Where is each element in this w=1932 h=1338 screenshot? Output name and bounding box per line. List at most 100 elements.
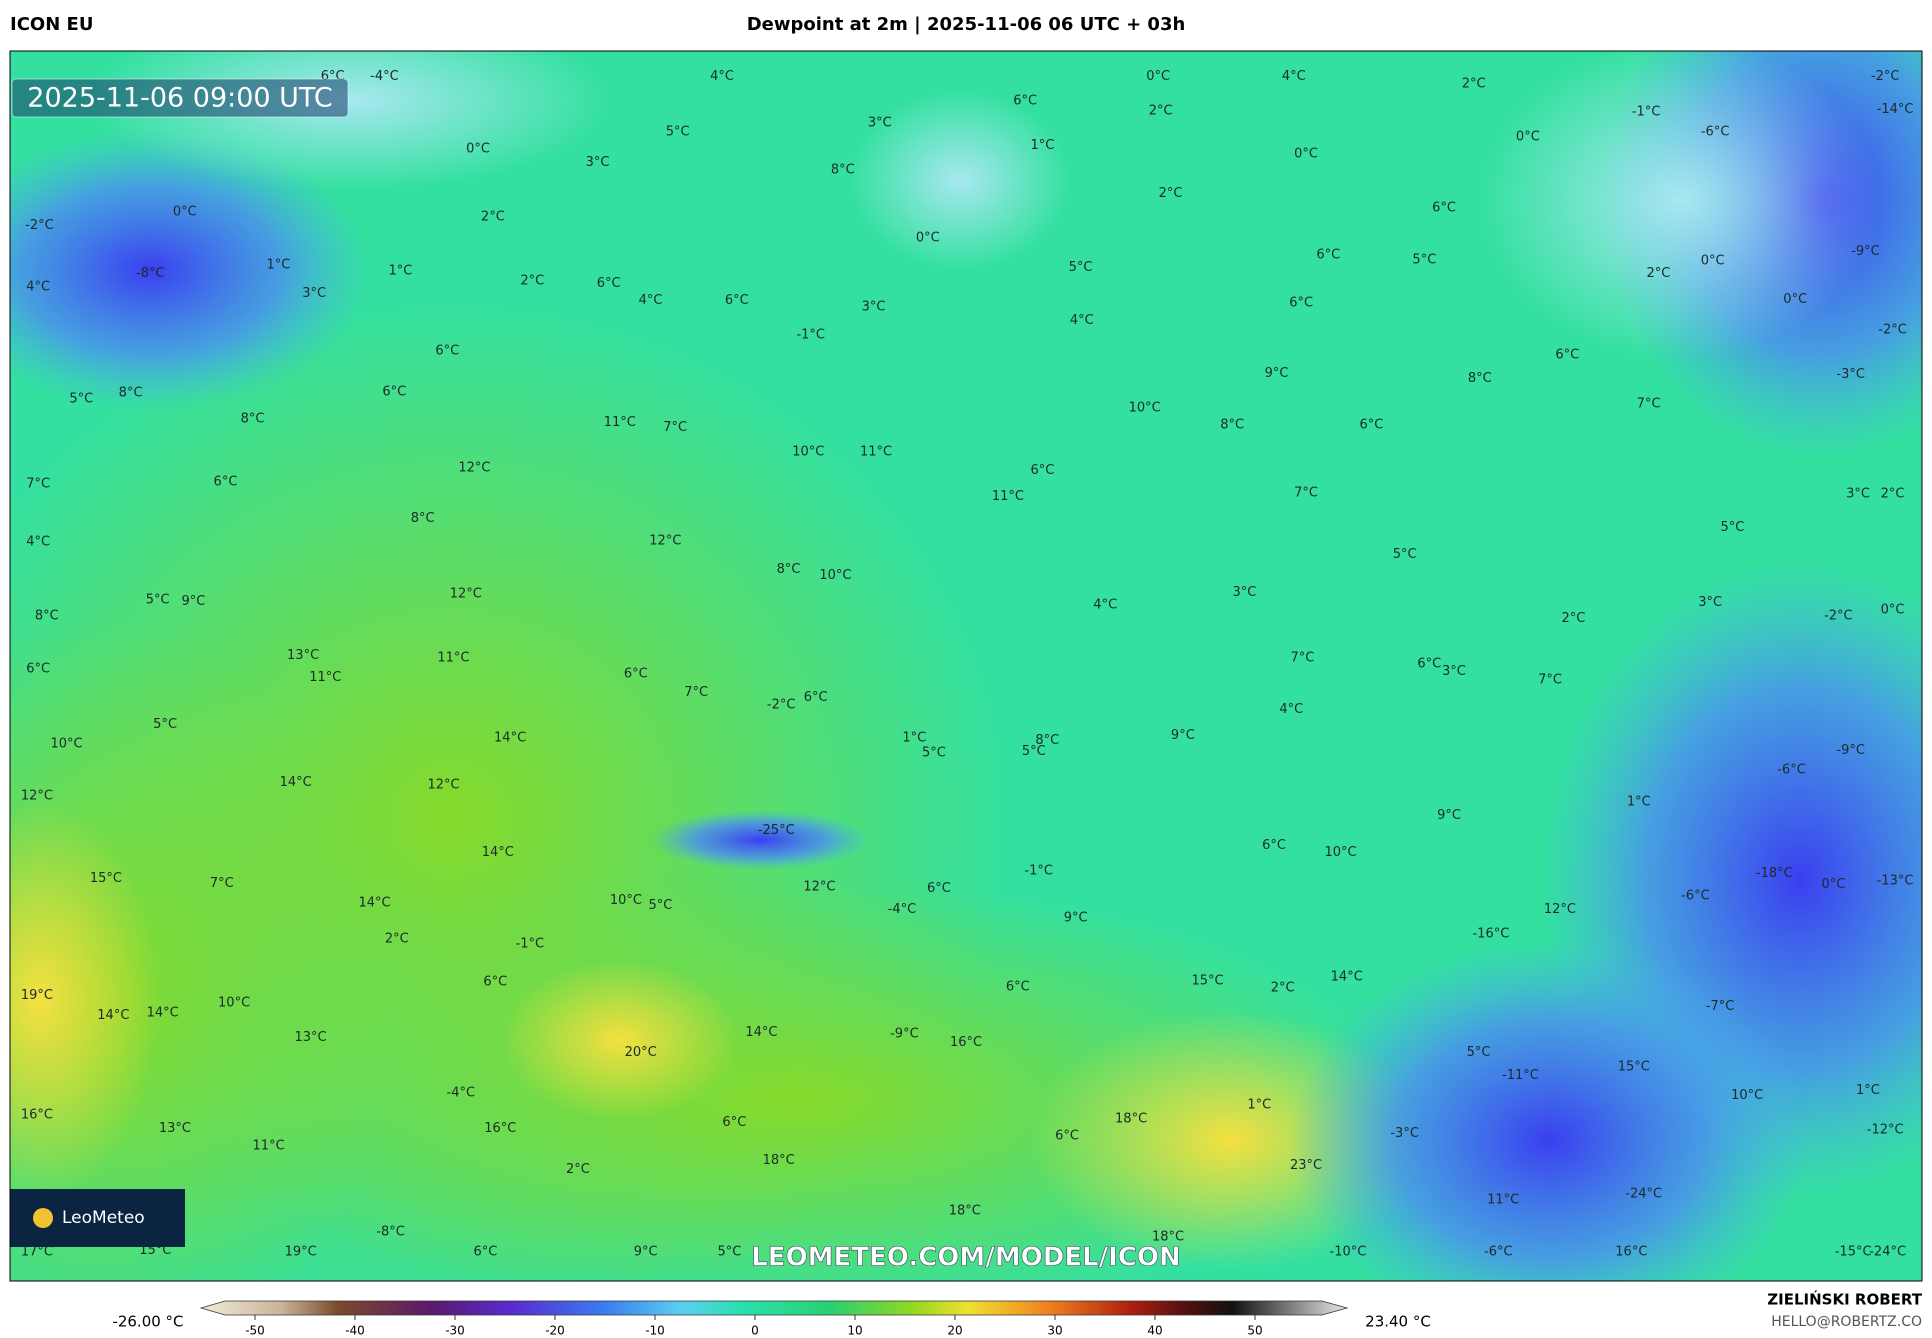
temperature-label: 6°C — [722, 1115, 746, 1130]
temperature-label: 5°C — [717, 1244, 741, 1259]
temperature-label: 4°C — [1093, 597, 1117, 612]
temperature-label: -8°C — [376, 1225, 405, 1240]
colorbar-min: -26.00 °C — [112, 1313, 183, 1331]
temperature-label: 5°C — [69, 392, 93, 407]
temperature-label: 7°C — [663, 420, 687, 435]
temperature-label: 6°C — [927, 881, 951, 896]
temperature-label: 1°C — [902, 731, 926, 746]
temperature-label: 7°C — [210, 876, 234, 891]
temperature-label: 11°C — [860, 445, 892, 460]
temperature-label: 10°C — [1129, 400, 1161, 415]
temperature-label: 14°C — [745, 1025, 777, 1040]
temperature-label: 5°C — [153, 717, 177, 732]
timestamp: 2025-11-06 09:00 UTC — [27, 83, 332, 114]
temperature-label: -13°C — [1877, 873, 1914, 888]
temperature-label: 6°C — [474, 1244, 498, 1259]
temperature-label: -10°C — [1330, 1244, 1367, 1259]
temperature-label: -4°C — [370, 69, 399, 84]
temperature-label: 6°C — [1262, 838, 1286, 853]
temperature-label: 5°C — [666, 124, 690, 139]
temperature-label: -4°C — [888, 902, 917, 917]
temperature-label: 12°C — [21, 788, 53, 803]
temperature-label: 8°C — [411, 511, 435, 526]
warm-area — [500, 960, 740, 1120]
temperature-label: 4°C — [26, 280, 50, 295]
temperature-label: 5°C — [1022, 744, 1046, 759]
temperature-label: 2°C — [1881, 487, 1905, 502]
temperature-label: 2°C — [1462, 76, 1486, 91]
temperature-label: -2°C — [1871, 69, 1900, 84]
temperature-label: 4°C — [639, 293, 663, 308]
temperature-label: 4°C — [1279, 702, 1303, 717]
temperature-label: 10°C — [819, 568, 851, 583]
temperature-label: 6°C — [26, 662, 50, 677]
temperature-label: 10°C — [1325, 845, 1357, 860]
temperature-label: 2°C — [385, 931, 409, 946]
temperature-label: 12°C — [1544, 902, 1576, 917]
temperature-label: -2°C — [767, 697, 796, 712]
temperature-label: -1°C — [516, 936, 545, 951]
author: ZIELIŃSKI ROBERT — [1767, 1290, 1922, 1309]
temperature-label: 12°C — [649, 533, 681, 548]
temperature-label: -6°C — [1681, 888, 1710, 903]
temperature-label: 0°C — [466, 142, 490, 157]
temperature-label: 2°C — [1562, 611, 1586, 626]
temperature-label: 13°C — [294, 1030, 326, 1045]
temperature-label: 10°C — [1731, 1088, 1763, 1103]
temperature-label: 1°C — [1856, 1083, 1880, 1098]
colorbar-tick-label: 0 — [751, 1324, 759, 1338]
cold-area — [1480, 51, 1880, 360]
temperature-label: 11°C — [309, 670, 341, 685]
temperature-label: 3°C — [868, 116, 892, 131]
temperature-label: 10°C — [50, 737, 82, 752]
temperature-label: 5°C — [922, 745, 946, 760]
cold-area — [1290, 940, 1810, 1281]
logo-sun — [33, 1208, 53, 1228]
colorbar-tick-label: 20 — [947, 1324, 962, 1338]
temperature-label: 1°C — [1030, 138, 1054, 153]
temperature-label: -3°C — [1390, 1126, 1419, 1141]
temperature-label: 6°C — [1316, 248, 1340, 263]
temperature-label: 8°C — [119, 386, 143, 401]
temperature-label: -3°C — [1836, 367, 1865, 382]
temperature-label: -6°C — [1484, 1244, 1513, 1259]
temperature-label: -8°C — [136, 266, 165, 281]
temperature-label: 7°C — [26, 477, 50, 492]
map-frame — [9, 50, 1923, 1282]
temperature-label: 3°C — [862, 299, 886, 314]
cold-area — [10, 130, 370, 410]
temperature-label: 7°C — [1290, 650, 1314, 665]
temperature-label: -4°C — [447, 1085, 476, 1100]
temperature-label: 7°C — [684, 685, 708, 700]
temperature-label: -2°C — [1824, 609, 1853, 624]
temperature-label: 9°C — [182, 594, 206, 609]
temperature-label: 10°C — [610, 893, 642, 908]
temperature-label: 14°C — [359, 896, 391, 911]
temperature-label: 6°C — [214, 474, 238, 489]
temperature-label: 8°C — [1468, 371, 1492, 386]
temperature-label: 8°C — [831, 163, 855, 178]
temperature-label: 4°C — [26, 535, 50, 550]
temperature-label: 6°C — [1432, 201, 1456, 216]
temperature-label: 5°C — [146, 593, 170, 608]
colorbar — [199, 1300, 1349, 1316]
temperature-label: 23°C — [1290, 1158, 1322, 1173]
temperature-label: 11°C — [604, 415, 636, 430]
temperature-label: 12°C — [428, 777, 460, 792]
temperature-label: 6°C — [1055, 1129, 1079, 1144]
logo-text: LeoMeteo — [62, 1208, 145, 1228]
cold-area — [650, 810, 870, 870]
temperature-label: 3°C — [302, 286, 326, 301]
temperature-label: 3°C — [586, 155, 610, 170]
temperature-label: 6°C — [597, 276, 621, 291]
temperature-label: -1°C — [1632, 105, 1661, 120]
temperature-label: 6°C — [804, 690, 828, 705]
temperature-label: 0°C — [1516, 129, 1540, 144]
colorbar-tick-label: -30 — [445, 1324, 465, 1338]
temperature-label: 19°C — [285, 1244, 317, 1259]
temperature-label: 0°C — [1881, 602, 1905, 617]
temperature-label: 5°C — [648, 898, 672, 913]
temperature-label: 3°C — [1233, 585, 1257, 600]
colorbar-tick-label: 10 — [847, 1324, 862, 1338]
